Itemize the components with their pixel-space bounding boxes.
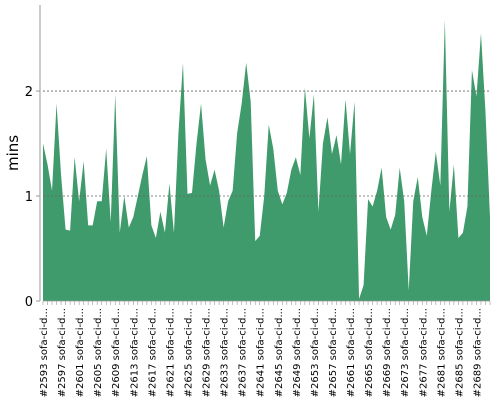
x-tick-label: #2653 sofa-ci-d... (310, 308, 321, 397)
x-tick-label: #2645 sofa-ci-d... (274, 308, 285, 397)
x-tick-label: #2657 sofa-ci-d... (328, 308, 339, 397)
x-tick-label: #2605 sofa-ci-d... (93, 308, 104, 397)
y-tick-label: 2 (25, 85, 33, 100)
x-tick-label: #2649 sofa-ci-d... (292, 308, 303, 397)
x-tick-label: #2689 sofa-ci-d... (472, 308, 483, 397)
x-tick-label: #2669 sofa-ci-d... (382, 308, 393, 397)
x-tick-label: #2601 sofa-ci-d... (75, 308, 86, 397)
x-tick-label: #2613 sofa-ci-d... (129, 308, 140, 397)
x-tick-label: #2609 sofa-ci-d... (111, 308, 122, 397)
x-tick-label: #2629 sofa-ci-d... (202, 308, 213, 397)
y-tick-label: 1 (25, 190, 33, 205)
x-tick-label: #2661 sofa-ci-d... (346, 308, 357, 397)
y-axis-label: mins (4, 135, 22, 171)
x-tick-label: #2673 sofa-ci-d... (400, 308, 411, 397)
x-tick-label: #2665 sofa-ci-d... (364, 308, 375, 397)
x-tick-label: #2597 sofa-ci-d... (57, 308, 68, 397)
x-tick-label: #2685 sofa-ci-d... (454, 308, 465, 397)
x-tick-label: #2625 sofa-ci-d... (183, 308, 194, 397)
y-tick-label: 0 (25, 295, 33, 310)
x-tick-label: #2641 sofa-ci-d... (256, 308, 267, 397)
x-tick-label: #2621 sofa-ci-d... (165, 308, 176, 397)
area (43, 19, 490, 301)
x-tick-label: #2633 sofa-ci-d... (220, 308, 231, 397)
x-tick-label: #2677 sofa-ci-d... (418, 308, 429, 397)
x-tick-label: #2617 sofa-ci-d... (147, 308, 158, 397)
x-tick-label: #2681 sofa-ci-d... (436, 308, 447, 397)
x-tick-label: #2593 sofa-ci-d... (39, 308, 50, 397)
x-tick-label: #2637 sofa-ci-d... (238, 308, 249, 397)
